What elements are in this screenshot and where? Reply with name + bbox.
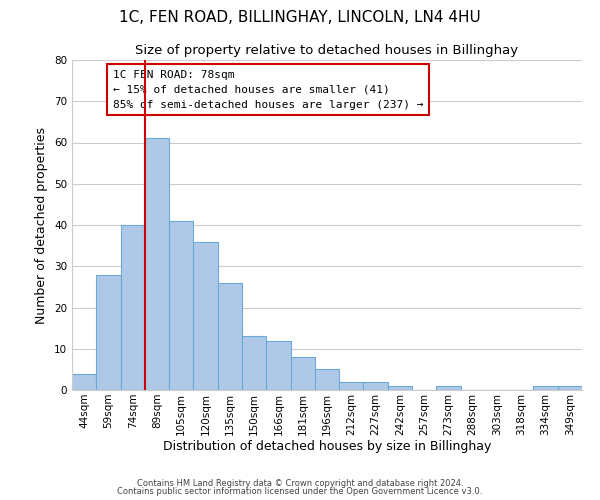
Text: Contains HM Land Registry data © Crown copyright and database right 2024.: Contains HM Land Registry data © Crown c… (137, 478, 463, 488)
Text: Contains public sector information licensed under the Open Government Licence v3: Contains public sector information licen… (118, 487, 482, 496)
Text: 1C FEN ROAD: 78sqm
← 15% of detached houses are smaller (41)
85% of semi-detache: 1C FEN ROAD: 78sqm ← 15% of detached hou… (113, 70, 424, 110)
Y-axis label: Number of detached properties: Number of detached properties (35, 126, 49, 324)
Text: 1C, FEN ROAD, BILLINGHAY, LINCOLN, LN4 4HU: 1C, FEN ROAD, BILLINGHAY, LINCOLN, LN4 4… (119, 10, 481, 25)
Bar (218, 283, 242, 390)
Bar (266, 340, 290, 390)
Bar (290, 357, 315, 390)
Bar (436, 386, 461, 390)
Bar (96, 274, 121, 390)
X-axis label: Distribution of detached houses by size in Billinghay: Distribution of detached houses by size … (163, 440, 491, 454)
Bar (388, 386, 412, 390)
Bar (558, 386, 582, 390)
Bar (533, 386, 558, 390)
Bar (121, 225, 145, 390)
Bar (193, 242, 218, 390)
Bar (169, 221, 193, 390)
Bar (315, 370, 339, 390)
Bar (364, 382, 388, 390)
Bar (242, 336, 266, 390)
Bar (339, 382, 364, 390)
Bar (145, 138, 169, 390)
Title: Size of property relative to detached houses in Billinghay: Size of property relative to detached ho… (136, 44, 518, 58)
Bar (72, 374, 96, 390)
